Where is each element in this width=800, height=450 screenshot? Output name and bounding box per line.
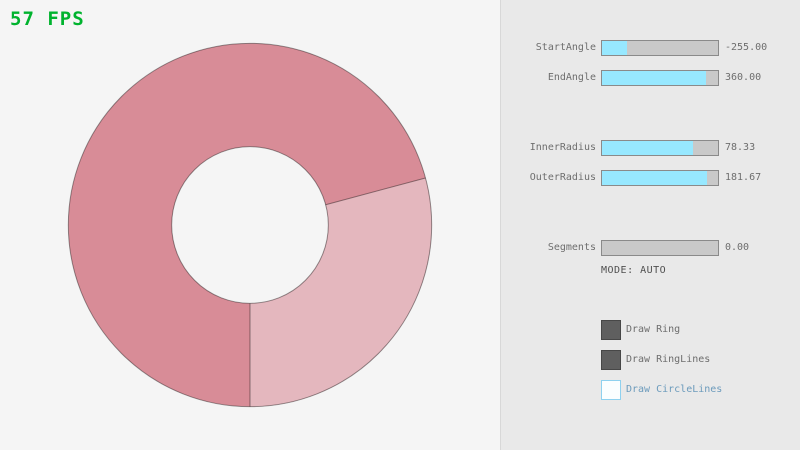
draw-ring-checkbox[interactable] (601, 320, 621, 340)
slider-row: InnerRadius 78.33 (501, 140, 800, 156)
slider-fill (602, 71, 707, 85)
draw-circlelines-checkbox[interactable] (601, 380, 621, 400)
mode-label: MODE: AUTO (601, 265, 667, 276)
slider-value: -255.00 (725, 42, 768, 53)
slider-label: StartAngle (535, 42, 596, 53)
slider-row: Segments 0.00 (501, 240, 800, 256)
checkbox-label: Draw RingLines (626, 354, 711, 365)
endangle-slider[interactable] (601, 70, 719, 86)
slider-value: 360.00 (725, 72, 762, 83)
slider-value: 78.33 (725, 142, 756, 153)
checkbox-row: Draw CircleLines (501, 380, 800, 400)
slider-row: EndAngle 360.00 (501, 70, 800, 86)
ring-graphic (67, 42, 433, 408)
slider-fill (602, 41, 628, 55)
controls-panel: StartAngle -255.00 EndAngle 360.00 Inner… (500, 0, 800, 450)
slider-fill (602, 141, 693, 155)
checkbox-row: Draw RingLines (501, 350, 800, 370)
slider-label: InnerRadius (529, 142, 596, 153)
slider-row: OuterRadius 181.67 (501, 170, 800, 186)
innerradius-slider[interactable] (601, 140, 719, 156)
startangle-slider[interactable] (601, 40, 719, 56)
slider-fill (602, 171, 708, 185)
slider-label: OuterRadius (529, 172, 596, 183)
outerradius-slider[interactable] (601, 170, 719, 186)
slider-value: 0.00 (725, 242, 750, 253)
checkbox-label: Draw CircleLines (626, 384, 723, 395)
checkbox-row: Draw Ring (501, 320, 800, 340)
segments-slider[interactable] (601, 240, 719, 256)
slider-label: Segments (547, 242, 596, 253)
checkbox-label: Draw Ring (626, 324, 681, 335)
fps-counter: 57 FPS (10, 8, 85, 30)
draw-ringlines-checkbox[interactable] (601, 350, 621, 370)
slider-value: 181.67 (725, 172, 762, 183)
slider-label: EndAngle (547, 72, 596, 83)
slider-row: StartAngle -255.00 (501, 40, 800, 56)
